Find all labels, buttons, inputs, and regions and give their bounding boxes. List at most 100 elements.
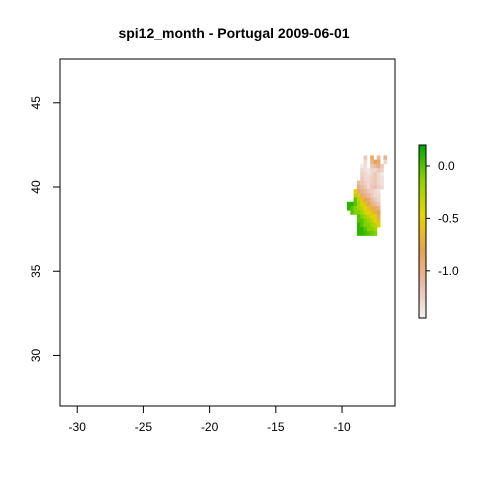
colorbar-swatch <box>419 202 426 207</box>
raster-cell <box>363 184 368 190</box>
colorbar-swatch <box>419 219 426 224</box>
raster-cell <box>363 205 368 211</box>
raster-cell <box>370 172 374 177</box>
raster-cell <box>360 210 364 215</box>
raster-cell <box>370 180 374 186</box>
colorbar-swatch <box>419 231 426 235</box>
raster-cell <box>360 189 364 194</box>
colorbar-swatch <box>419 237 426 241</box>
raster-cell <box>370 155 374 161</box>
raster-cell <box>373 189 378 194</box>
colorbar-swatch <box>419 214 426 218</box>
y-tick-label: 35 <box>29 264 43 278</box>
raster-cell <box>373 197 378 203</box>
colorbar-swatch <box>419 254 426 259</box>
x-tick-label: -20 <box>201 420 219 434</box>
raster-cell <box>356 218 361 224</box>
raster-cell <box>356 227 361 232</box>
raster-cell <box>373 227 378 232</box>
raster-cell <box>363 222 368 228</box>
colorbar-swatch <box>419 150 426 155</box>
raster-cell <box>350 210 355 215</box>
raster-cell <box>380 168 384 173</box>
raster-cell <box>366 189 371 194</box>
colorbar-swatch <box>419 274 426 279</box>
raster-cell <box>380 184 384 190</box>
raster-cell <box>353 197 358 203</box>
raster-cell <box>376 168 381 173</box>
colorbar-swatch <box>419 289 426 293</box>
colorbar-swatch <box>419 277 426 282</box>
raster-cell <box>373 176 378 182</box>
colorbar-swatch <box>419 182 426 186</box>
raster-cell <box>380 172 384 177</box>
raster-cell <box>360 176 364 182</box>
raster-cell <box>356 180 361 186</box>
raster-cell <box>363 201 368 207</box>
colorbar-swatch <box>419 280 426 284</box>
raster-cell <box>366 172 371 177</box>
raster-cell <box>366 197 371 203</box>
raster-cell <box>366 231 371 236</box>
raster-cell <box>366 210 371 215</box>
raster-cell <box>360 222 364 228</box>
raster-cell <box>373 180 378 186</box>
raster-cell <box>363 193 368 198</box>
y-tick-label: 40 <box>29 180 43 194</box>
raster-cell <box>376 159 381 165</box>
raster-cell <box>347 201 351 207</box>
raster-cell <box>370 214 374 219</box>
raster-cell <box>373 159 378 165</box>
raster-cell <box>360 201 364 207</box>
raster-cell <box>363 227 368 232</box>
raster-cell <box>363 231 368 236</box>
colorbar-frame <box>418 144 427 319</box>
raster-cell <box>360 227 364 232</box>
raster-cell <box>360 218 364 224</box>
raster-cell <box>360 163 364 169</box>
raster-cell <box>376 193 381 198</box>
raster-cell <box>373 222 378 228</box>
raster-cell <box>366 184 371 190</box>
raster-cell <box>366 227 371 232</box>
raster-cell <box>356 210 361 215</box>
colorbar-swatch <box>419 260 426 264</box>
raster-cell <box>370 218 374 224</box>
raster-cell <box>370 163 374 169</box>
raster-cell <box>376 201 381 207</box>
raster-cell <box>366 218 371 224</box>
colorbar-swatch <box>419 162 426 166</box>
raster-cell <box>353 205 358 211</box>
raster-cell <box>376 189 381 194</box>
colorbar-swatch <box>419 266 426 270</box>
x-tick-label: -25 <box>135 420 153 434</box>
colorbar-swatch <box>419 194 426 198</box>
raster-cell <box>366 214 371 219</box>
colorbar-tick-label: -1.0 <box>438 264 459 278</box>
raster-cell <box>366 176 371 182</box>
colorbar-swatch <box>419 170 426 175</box>
colorbar-swatch <box>419 199 426 204</box>
colorbar-swatch <box>419 294 426 299</box>
raster-cell <box>356 231 361 236</box>
raster-cell <box>376 205 381 211</box>
colorbar-swatch <box>419 309 426 313</box>
raster-cell <box>360 172 364 177</box>
colorbar-tick-label: 0.0 <box>438 159 455 173</box>
raster-cell <box>370 231 374 236</box>
raster-cell <box>353 189 358 194</box>
colorbar-tick-label: -0.5 <box>438 211 459 225</box>
raster-cell <box>370 184 374 190</box>
raster-cell <box>366 180 371 186</box>
raster-cell <box>363 155 368 161</box>
colorbar-swatch <box>419 303 426 308</box>
colorbar-swatch <box>419 257 426 261</box>
raster-cell <box>363 210 368 215</box>
raster-cell <box>373 205 378 211</box>
colorbar-swatch <box>419 168 426 172</box>
raster-cell <box>373 210 378 215</box>
raster-cell <box>356 222 361 228</box>
colorbar-swatch <box>419 208 426 212</box>
raster-cell <box>363 172 368 177</box>
